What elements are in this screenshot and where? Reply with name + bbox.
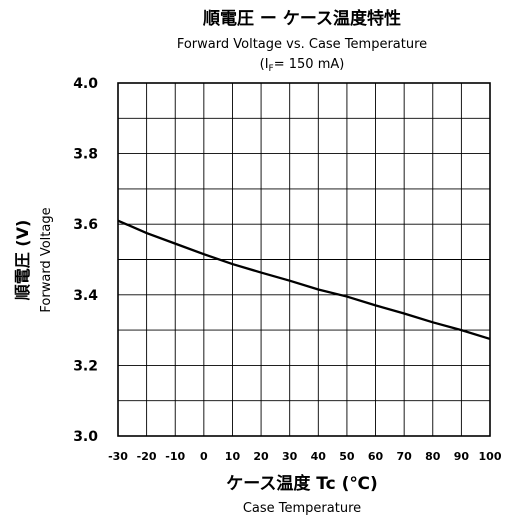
chart-condition: (IF= 150 mA)	[260, 57, 345, 74]
x-tick-label: 90	[454, 450, 470, 463]
y-axis-label-en: Forward Voltage	[39, 207, 54, 312]
x-tick-label: 20	[253, 450, 269, 463]
x-tick-label: 40	[311, 450, 327, 463]
y-tick-label: 3.6	[73, 217, 98, 233]
y-tick-label: 3.0	[73, 429, 98, 445]
x-tick-label: 100	[479, 450, 502, 463]
x-axis-label-en: Case Temperature	[243, 501, 361, 516]
grid-lines	[117, 82, 491, 437]
chart-title-en: Forward Voltage vs. Case Temperature	[177, 37, 427, 52]
y-axis-label-jp: 順電圧 (V)	[13, 220, 32, 302]
x-axis-label-jp: ケース温度 Tc (℃)	[226, 473, 378, 494]
x-tick-label: 10	[225, 450, 241, 463]
x-tick-label: 0	[200, 450, 208, 463]
y-tick-label: 3.2	[73, 358, 98, 374]
y-tick-label: 3.4	[73, 288, 98, 304]
y-tick-label: 4.0	[73, 76, 98, 92]
forward-voltage-line	[117, 219, 491, 341]
y-axis-ticks: 3.0 3.2 3.4 3.6 3.8 4.0	[73, 76, 98, 445]
x-tick-label: 60	[368, 450, 384, 463]
x-tick-label: -10	[165, 450, 185, 463]
x-tick-label: -20	[137, 450, 157, 463]
plot-frame	[117, 82, 491, 437]
x-tick-label: 30	[282, 450, 298, 463]
x-tick-label: 70	[396, 450, 412, 463]
x-axis-ticks: -30 -20 -10 0 10 20 30 40 50 60 70 80 90 100	[108, 450, 502, 463]
x-tick-label: 80	[425, 450, 441, 463]
x-tick-label: 50	[339, 450, 355, 463]
chart-title-jp: 順電圧 ー ケース温度特性	[203, 8, 401, 29]
x-tick-label: -30	[108, 450, 128, 463]
y-tick-label: 3.8	[73, 147, 98, 163]
